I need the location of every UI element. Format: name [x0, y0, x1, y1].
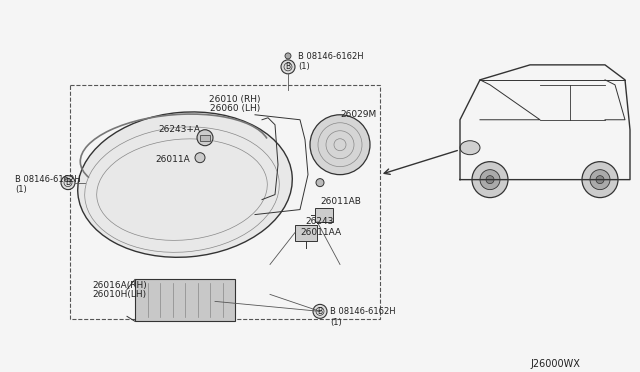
Circle shape	[285, 53, 291, 59]
Text: J26000WX: J26000WX	[530, 359, 580, 369]
Text: 26010H(LH): 26010H(LH)	[92, 291, 146, 299]
Circle shape	[590, 170, 610, 190]
Circle shape	[472, 162, 508, 198]
Bar	[315, 208, 333, 222]
Text: 26010 (RH): 26010 (RH)	[209, 95, 260, 104]
Circle shape	[480, 170, 500, 190]
Text: B: B	[317, 307, 323, 316]
Circle shape	[596, 176, 604, 184]
Text: B 08146-6162H
(1): B 08146-6162H (1)	[298, 52, 364, 71]
Text: B 08146-6162H
(1): B 08146-6162H (1)	[15, 174, 81, 194]
Bar	[200, 135, 210, 141]
Text: 26011AA: 26011AA	[300, 228, 341, 237]
Text: B: B	[65, 178, 70, 187]
Circle shape	[310, 115, 370, 174]
Bar	[70, 85, 380, 319]
Text: 26011AB: 26011AB	[320, 196, 361, 206]
Ellipse shape	[460, 141, 480, 155]
Circle shape	[197, 130, 213, 146]
Text: B 08146-6162H
(1): B 08146-6162H (1)	[330, 307, 396, 327]
Circle shape	[316, 179, 324, 187]
Text: B: B	[285, 62, 291, 71]
Circle shape	[61, 176, 75, 190]
Ellipse shape	[77, 112, 292, 257]
Text: 26016A(RH): 26016A(RH)	[92, 282, 147, 291]
Text: 26243: 26243	[305, 217, 333, 225]
Text: 26029M: 26029M	[340, 110, 376, 119]
Circle shape	[313, 304, 327, 318]
Circle shape	[195, 153, 205, 163]
Text: 26011A: 26011A	[155, 155, 189, 164]
Text: 26060 (LH): 26060 (LH)	[210, 104, 260, 113]
Circle shape	[582, 162, 618, 198]
Circle shape	[281, 60, 295, 74]
Text: 26243+A: 26243+A	[158, 125, 200, 134]
Bar	[135, 279, 235, 321]
Circle shape	[486, 176, 494, 184]
Bar	[295, 225, 317, 241]
